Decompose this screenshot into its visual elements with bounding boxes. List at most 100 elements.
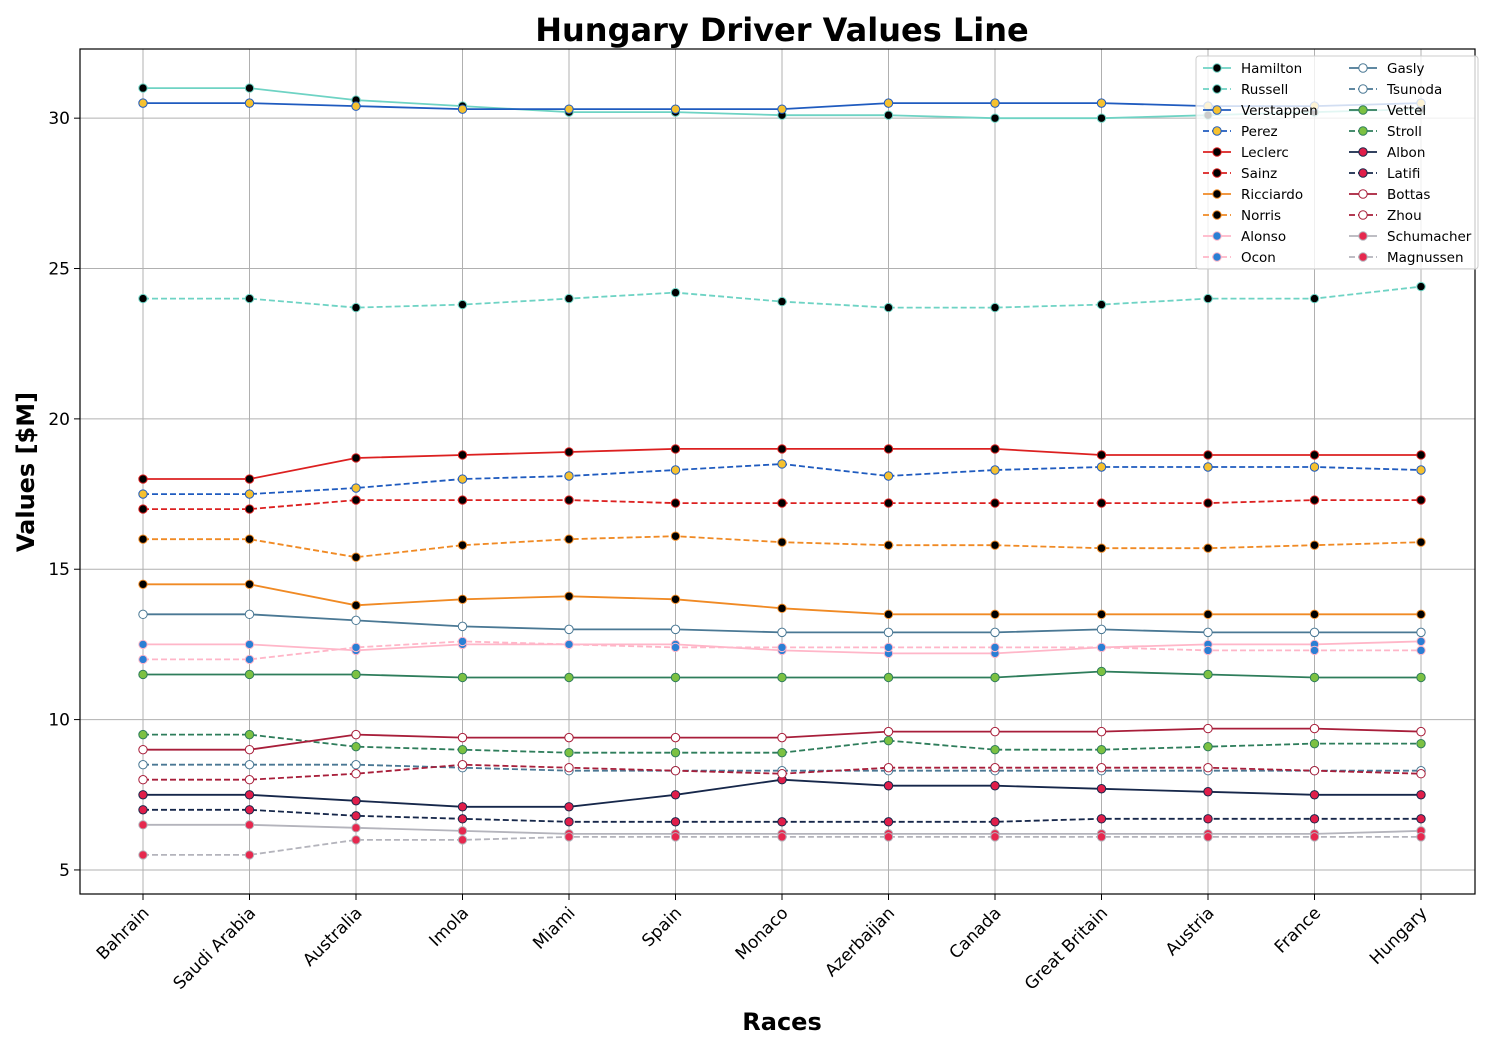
data-point-verstappen	[244, 98, 255, 108]
data-point-latifi	[351, 811, 361, 821]
data-point-alonso	[244, 639, 255, 650]
x-tick-label: Imola	[426, 903, 473, 950]
data-point-stroll	[457, 744, 468, 755]
data-point-leclerc	[1309, 450, 1320, 460]
data-point-leclerc	[138, 474, 148, 484]
data-point-latifi	[138, 805, 148, 815]
data-point-norris	[777, 537, 787, 547]
data-point-sainz	[351, 495, 361, 505]
data-point-perez	[777, 459, 787, 469]
data-point-zhou	[138, 775, 148, 785]
data-point-norris	[1309, 540, 1320, 550]
legend-label: Hamilton	[1241, 61, 1302, 77]
data-point-norris	[1096, 543, 1107, 553]
legend-label: Sainz	[1241, 166, 1277, 182]
legend-item-norris: Norris	[1203, 208, 1281, 224]
data-point-zhou	[1203, 763, 1213, 773]
data-point-ocon	[777, 642, 787, 653]
data-point-ricciardo	[564, 591, 574, 601]
legend-label: Bottas	[1387, 187, 1430, 203]
data-point-vettel	[1416, 672, 1426, 683]
data-point-ricciardo	[670, 594, 681, 605]
data-point-latifi	[457, 814, 468, 824]
data-point-stroll	[777, 747, 787, 758]
data-point-zhou	[1416, 769, 1426, 779]
data-point-zhou	[1309, 766, 1320, 776]
legend-swatch-marker	[1358, 189, 1368, 199]
data-point-alonso	[138, 639, 148, 650]
data-point-leclerc	[670, 444, 681, 454]
data-point-leclerc	[990, 444, 1000, 454]
data-point-leclerc	[457, 450, 468, 460]
data-point-ricciardo	[990, 609, 1000, 620]
series-gasly	[138, 609, 1426, 638]
data-point-zhou	[990, 763, 1000, 773]
data-point-vettel	[564, 672, 574, 683]
data-point-leclerc	[564, 447, 574, 457]
data-point-ocon	[351, 642, 361, 653]
data-point-gasly	[564, 624, 574, 635]
legend-swatch-marker	[1212, 252, 1222, 262]
data-point-russell	[1309, 293, 1320, 304]
data-point-magnussen	[883, 832, 894, 842]
legend-swatch-marker	[1358, 210, 1368, 220]
data-point-russell	[244, 293, 255, 304]
data-point-ricciardo	[1096, 609, 1107, 620]
data-point-schumacher	[351, 823, 361, 833]
data-point-norris	[244, 534, 255, 544]
data-point-stroll	[1309, 738, 1320, 749]
data-point-magnussen	[138, 850, 148, 860]
legend-item-stroll: Stroll	[1349, 124, 1422, 140]
data-point-ocon	[670, 642, 681, 653]
data-point-vettel	[1203, 669, 1213, 680]
data-point-stroll	[564, 747, 574, 758]
data-point-bottas	[564, 732, 574, 743]
data-point-perez	[670, 465, 681, 475]
data-point-sainz	[990, 498, 1000, 508]
data-point-verstappen	[457, 104, 468, 114]
legend-label: Tsunoda	[1386, 82, 1442, 98]
data-point-verstappen	[990, 98, 1000, 108]
data-point-sainz	[777, 498, 787, 508]
data-point-albon	[990, 781, 1000, 791]
legend-swatch-marker	[1358, 168, 1368, 178]
data-point-sainz	[457, 495, 468, 505]
y-tick-label: 15	[48, 560, 70, 580]
data-point-vettel	[457, 672, 468, 683]
legend-item-russell: Russell	[1203, 82, 1288, 98]
data-point-perez	[1096, 462, 1107, 472]
data-point-bottas	[457, 732, 468, 743]
data-point-sainz	[138, 504, 148, 514]
data-point-norris	[457, 540, 468, 550]
data-point-perez	[564, 471, 574, 481]
data-point-hamilton	[138, 83, 148, 93]
data-point-ocon	[138, 654, 148, 665]
data-point-ricciardo	[351, 600, 361, 611]
data-point-norris	[990, 540, 1000, 550]
data-point-ricciardo	[777, 603, 787, 614]
data-point-perez	[1309, 462, 1320, 472]
x-tick-label: Azerbaijan	[821, 903, 899, 981]
data-point-perez	[1203, 462, 1213, 472]
data-point-alonso	[1416, 636, 1426, 647]
data-point-russell	[883, 302, 894, 313]
data-point-stroll	[244, 729, 255, 740]
data-point-sainz	[1309, 495, 1320, 505]
data-point-zhou	[777, 769, 787, 779]
data-point-ricciardo	[138, 579, 148, 589]
legend-swatch-marker	[1358, 126, 1368, 136]
series-albon	[138, 775, 1426, 812]
data-point-albon	[564, 802, 574, 812]
data-point-zhou	[351, 769, 361, 779]
data-point-gasly	[777, 627, 787, 638]
data-point-magnussen	[777, 832, 787, 842]
legend-swatch-marker	[1212, 105, 1222, 115]
y-tick-label: 30	[48, 109, 70, 129]
legend-box	[1195, 55, 1479, 270]
legend-item-alonso: Alonso	[1203, 229, 1286, 245]
legend-swatch-marker	[1212, 168, 1222, 178]
data-point-albon	[1416, 790, 1426, 800]
data-point-ocon	[1416, 645, 1426, 656]
data-point-albon	[1309, 790, 1320, 800]
